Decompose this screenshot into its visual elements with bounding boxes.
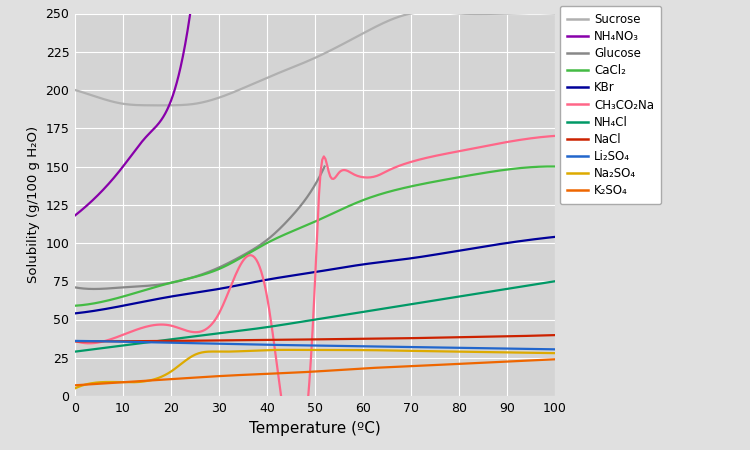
X-axis label: Temperature (ºC): Temperature (ºC) [249, 422, 381, 436]
Y-axis label: Solubility (g/100 g H₂O): Solubility (g/100 g H₂O) [27, 126, 40, 284]
Legend: Sucrose, NH₄NO₃, Glucose, CaCl₂, KBr, CH₃CO₂Na, NH₄Cl, NaCl, Li₂SO₄, Na₂SO₄, K₂S: Sucrose, NH₄NO₃, Glucose, CaCl₂, KBr, CH… [560, 6, 661, 204]
